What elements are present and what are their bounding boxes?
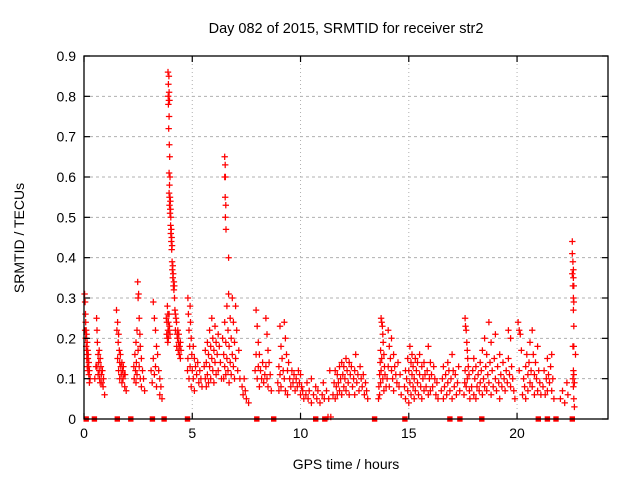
y-tick-label: 0.9	[57, 48, 77, 64]
y-tick-label: 0.3	[57, 290, 77, 306]
x-tick-label: 10	[293, 425, 309, 441]
chart-title: Day 082 of 2015, SRMTID for receiver str…	[209, 21, 484, 37]
y-tick-label: 0.6	[57, 169, 77, 185]
x-tick-label: 20	[509, 425, 525, 441]
scatter-plus-markers	[81, 68, 579, 421]
y-tick-label: 0.5	[57, 209, 77, 225]
y-tick-label: 0.2	[57, 330, 77, 346]
data-points-layer	[81, 68, 579, 422]
x-tick-label: 0	[80, 425, 88, 441]
y-tick-label: 0.4	[57, 250, 77, 266]
grid-lines	[84, 56, 608, 419]
y-tick-label: 0	[68, 411, 76, 427]
x-tick-label: 15	[401, 425, 417, 441]
axes-and-ticks: 0 5 10 15 20 0 0.1 0.2 0.3 0.4 0.5 0.6 0.7 0.8 0.9	[57, 48, 609, 441]
y-tick-label: 0.8	[57, 88, 77, 104]
x-tick-label: 5	[188, 425, 196, 441]
y-tick-label: 0.7	[57, 129, 77, 145]
y-tick-label: 0.1	[57, 371, 77, 387]
x-axis-label: GPS time / hours	[293, 456, 400, 472]
y-axis-label: SRMTID / TECUs	[11, 183, 27, 293]
